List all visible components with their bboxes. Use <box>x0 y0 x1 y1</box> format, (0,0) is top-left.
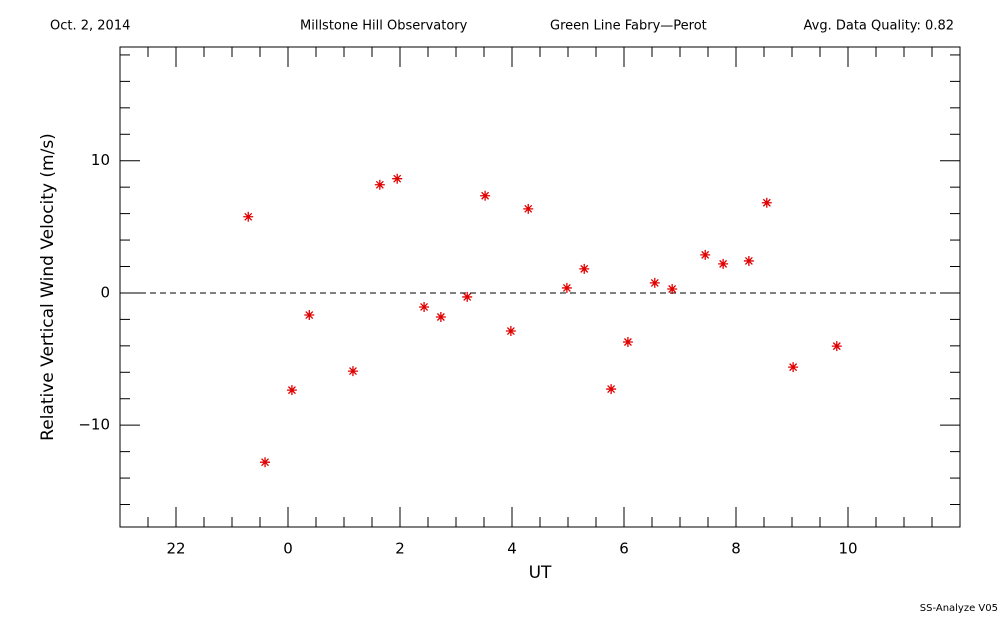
point <box>579 263 590 274</box>
point <box>718 258 729 269</box>
point <box>831 341 842 352</box>
point <box>392 173 403 184</box>
point <box>788 362 799 373</box>
x-tick-label: 2 <box>395 540 405 558</box>
point <box>374 179 385 190</box>
y-tick-label: −10 <box>78 416 110 434</box>
instrument: Green Line Fabry—Perot <box>550 19 707 34</box>
x-tick-label: 22 <box>166 540 185 558</box>
point <box>649 277 660 288</box>
point <box>523 203 534 214</box>
point <box>561 282 572 293</box>
point <box>480 190 491 201</box>
point <box>419 301 430 312</box>
point <box>435 312 446 323</box>
y-axis-label: Relative Vertical Wind Velocity (m/s) <box>38 133 58 441</box>
point <box>761 197 772 208</box>
point <box>505 326 516 337</box>
point <box>606 384 617 395</box>
y-tick-label: 10 <box>91 151 110 169</box>
point <box>667 283 678 294</box>
point <box>243 211 254 222</box>
point <box>743 255 754 266</box>
point <box>304 310 315 321</box>
x-tick-label: 6 <box>619 540 629 558</box>
plot-frame <box>119 46 961 528</box>
point <box>700 249 711 260</box>
data-quality: Avg. Data Quality: 0.82 <box>804 19 954 34</box>
point <box>260 457 271 468</box>
x-axis-label: UT <box>529 563 552 583</box>
observatory: Millstone Hill Observatory <box>300 19 468 34</box>
point <box>286 385 297 396</box>
point <box>347 366 358 377</box>
point <box>622 337 633 348</box>
date: Oct. 2, 2014 <box>50 19 130 34</box>
x-tick-label: 0 <box>283 540 293 558</box>
x-tick-label: 10 <box>838 540 857 558</box>
y-tick-label: 0 <box>100 283 110 301</box>
x-tick-label: 8 <box>731 540 741 558</box>
footer: SS-Analyze V05 <box>920 603 998 614</box>
x-tick-label: 4 <box>507 540 517 558</box>
point <box>462 291 473 302</box>
